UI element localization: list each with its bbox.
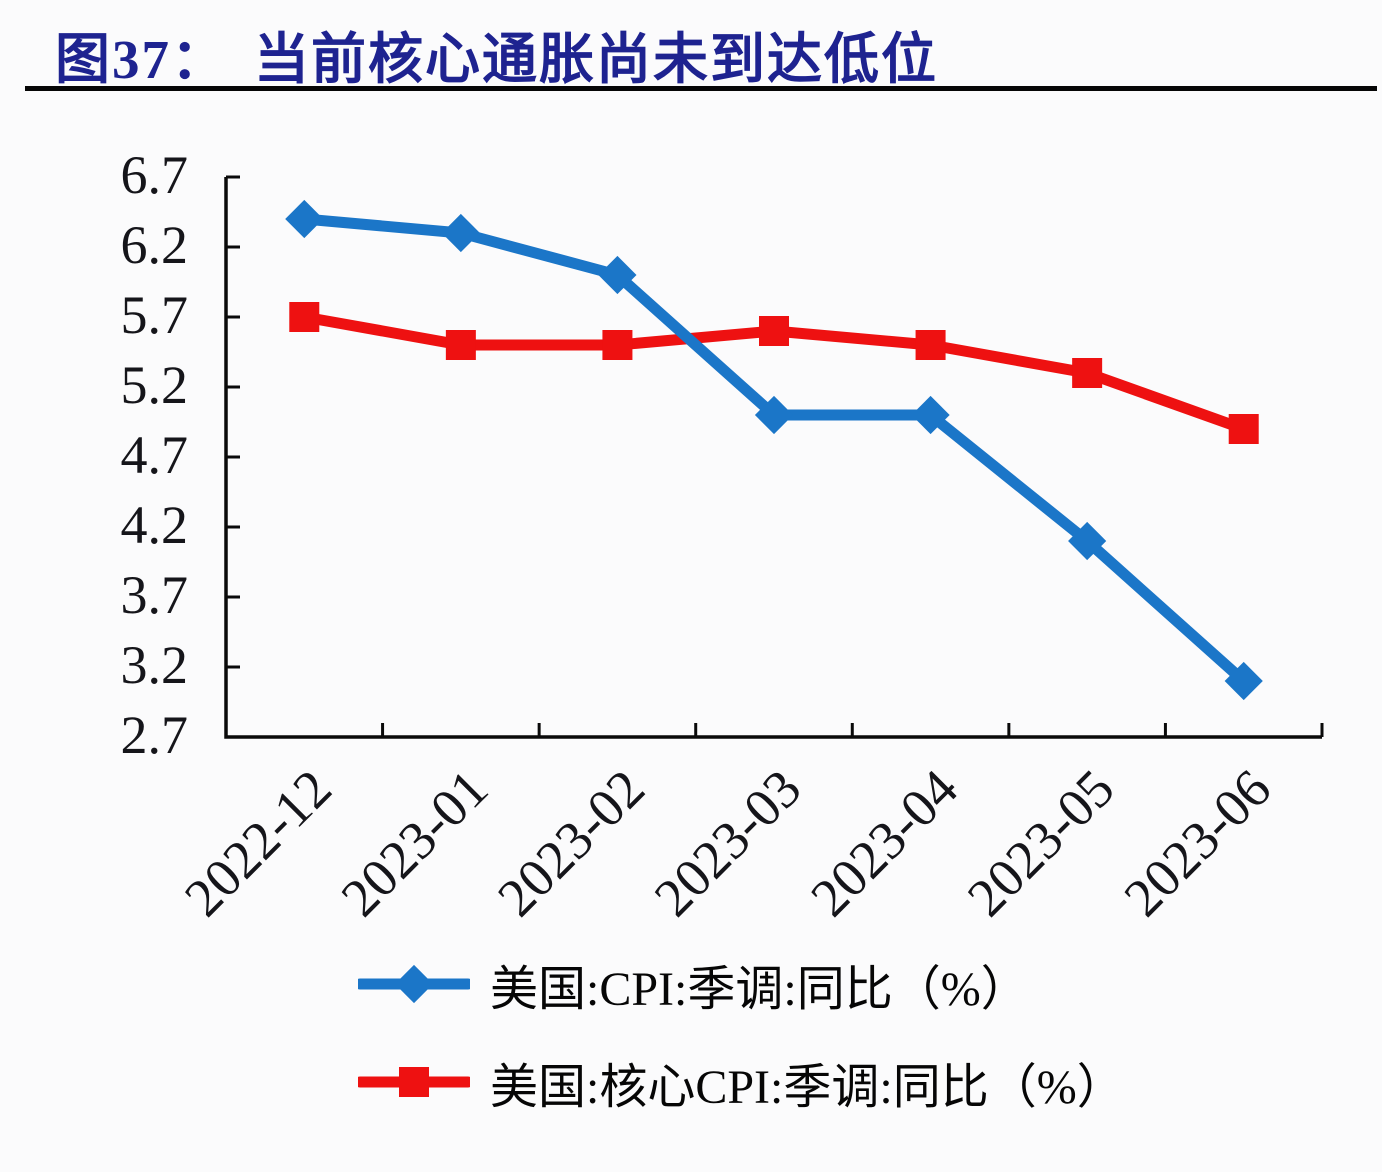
svg-text:2023-05: 2023-05 (956, 758, 1126, 928)
chart-legend: 美国:CPI:季调:同比（%） 美国:核心CPI:季调:同比（%） (358, 952, 1125, 1148)
figure-title-text: 当前核心通胀尚未到达低位 (254, 29, 939, 90)
svg-text:3.7: 3.7 (121, 565, 189, 625)
svg-text:4.2: 4.2 (121, 495, 189, 555)
svg-text:2023-06: 2023-06 (1113, 758, 1283, 928)
svg-text:2023-02: 2023-02 (486, 758, 656, 928)
svg-text:2022-12: 2022-12 (173, 758, 343, 928)
svg-text:5.2: 5.2 (121, 355, 189, 415)
legend-label-core-cpi: 美国:核心CPI:季调:同比（%） (490, 1061, 1125, 1114)
svg-text:2023-04: 2023-04 (799, 758, 969, 928)
svg-text:3.2: 3.2 (121, 635, 189, 695)
title-underline (25, 86, 1377, 91)
figure-title: 图37： 当前核心通胀尚未到达低位 (55, 14, 938, 94)
svg-text:6.2: 6.2 (121, 215, 189, 275)
core-cpi-square-line-icon (358, 1067, 470, 1097)
legend-label-cpi: 美国:CPI:季调:同比（%） (490, 963, 1029, 1016)
svg-text:2.7: 2.7 (121, 705, 189, 765)
svg-text:2023-03: 2023-03 (643, 758, 813, 928)
svg-text:6.7: 6.7 (121, 145, 189, 205)
svg-text:2023-01: 2023-01 (330, 758, 500, 928)
figure-number: 图37： (55, 29, 229, 90)
legend-item-cpi: 美国:CPI:季调:同比（%） (358, 952, 1125, 1016)
svg-text:5.7: 5.7 (121, 285, 189, 345)
legend-item-core-cpi: 美国:核心CPI:季调:同比（%） (358, 1050, 1125, 1114)
svg-text:4.7: 4.7 (121, 425, 189, 485)
cpi-diamond-line-icon (358, 964, 470, 1004)
